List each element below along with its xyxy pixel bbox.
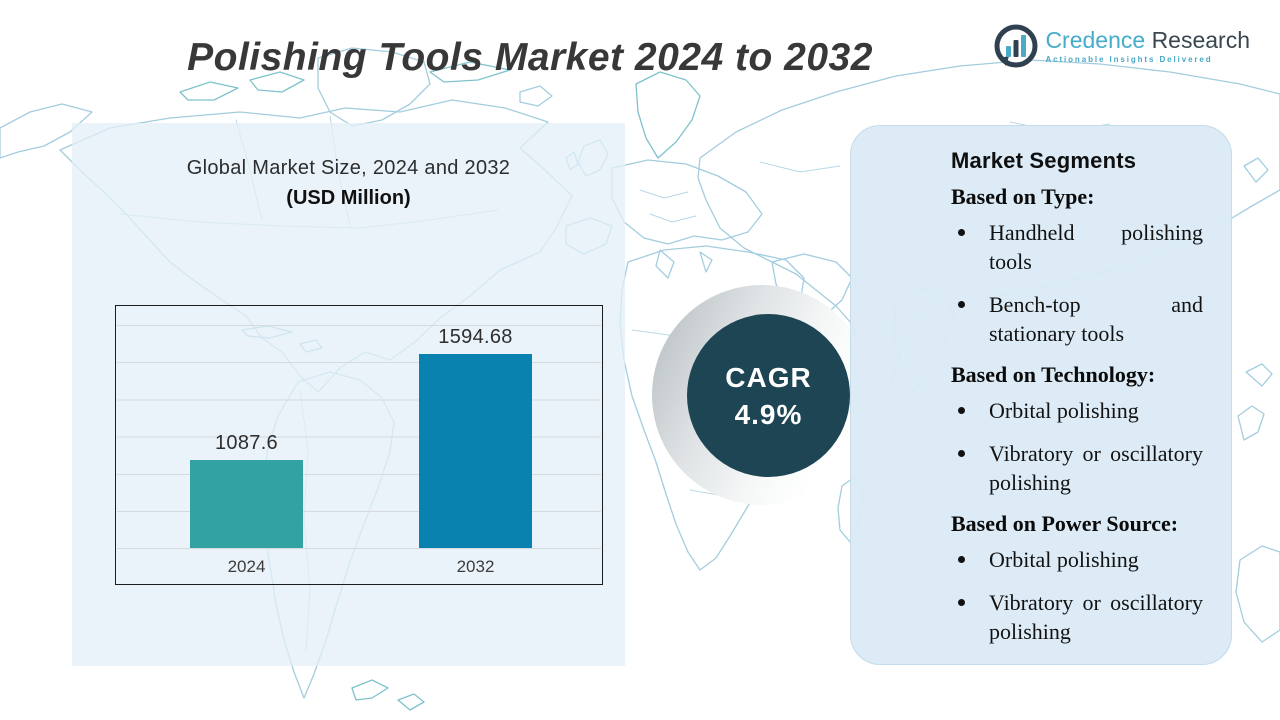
bar-2032	[419, 354, 532, 548]
market-segments-panel: Market Segments Based on Type: Handheld …	[850, 125, 1232, 665]
bullet-dot	[958, 450, 965, 457]
list-item: Vibratory or oscillatory polishing	[951, 588, 1203, 646]
segment-list-power-source: Orbital polishing Vibratory or oscillato…	[951, 545, 1221, 646]
bullet-dot	[958, 229, 965, 236]
segment-heading-power-source: Based on Power Source:	[951, 511, 1179, 536]
bar-2024	[190, 460, 303, 548]
list-item-text: Orbital polishing	[989, 398, 1139, 423]
list-item-text: Bench-top and stationary tools	[989, 292, 1203, 346]
bullet-dot	[958, 556, 965, 563]
chart-subtitle: Global Market Size, 2024 and 2032	[186, 157, 511, 179]
cagr-value: 4.9%	[734, 398, 803, 430]
list-item-text: Handheld polishing tools	[989, 220, 1203, 274]
bar-chart: 1087.6 1594.68 2024 2032	[115, 305, 603, 585]
list-item: Orbital polishing	[951, 396, 1203, 425]
bullet-dot	[958, 599, 965, 606]
logo-tagline: Actionable Insights Delivered	[1045, 55, 1213, 64]
list-item-text: Vibratory or oscillatory polishing	[989, 590, 1203, 644]
x-tick-2032: 2032	[456, 557, 495, 576]
market-size-panel: Global Market Size, 2024 and 2032 (USD M…	[72, 123, 625, 666]
list-item: Orbital polishing	[951, 545, 1203, 574]
segment-heading-type: Based on Type:	[951, 184, 1095, 209]
cagr-badge: CAGR 4.9%	[687, 314, 850, 477]
list-item: Handheld polishing tools	[951, 218, 1203, 276]
segment-heading-technology: Based on Technology:	[951, 362, 1156, 387]
chart-unit-label: (USD Million)	[286, 187, 411, 209]
segment-list-type: Handheld polishing tools Bench-top and s…	[951, 218, 1221, 348]
segment-list-technology: Orbital polishing Vibratory or oscillato…	[951, 396, 1221, 497]
logo-brand-primary: Credence	[1045, 27, 1146, 53]
list-item-text: Orbital polishing	[989, 547, 1139, 572]
logo-text: Credence Research Actionable Insights De…	[1045, 28, 1250, 65]
list-item: Bench-top and stationary tools	[951, 290, 1203, 348]
logo-brand: Credence Research	[1045, 28, 1250, 53]
bar-group-2032: 1594.68	[419, 326, 532, 548]
cagr-label: CAGR	[725, 361, 812, 393]
segments-title: Market Segments	[951, 148, 1137, 173]
bullet-dot	[958, 407, 965, 414]
page-title: Polishing Tools Market 2024 to 2032	[187, 36, 873, 80]
bar-group-2024: 1087.6	[190, 432, 303, 548]
bar-chart-circle-icon	[994, 24, 1038, 68]
list-item: Vibratory or oscillatory polishing	[951, 439, 1203, 497]
bullet-dot	[958, 301, 965, 308]
list-item-text: Vibratory or oscillatory polishing	[989, 441, 1203, 495]
x-tick-2024: 2024	[227, 557, 266, 576]
bar-value-2024: 1087.6	[215, 432, 278, 454]
bar-value-2032: 1594.68	[438, 326, 513, 348]
logo-brand-secondary: Research	[1151, 27, 1250, 53]
credence-research-logo: Credence Research Actionable Insights De…	[993, 23, 1250, 69]
